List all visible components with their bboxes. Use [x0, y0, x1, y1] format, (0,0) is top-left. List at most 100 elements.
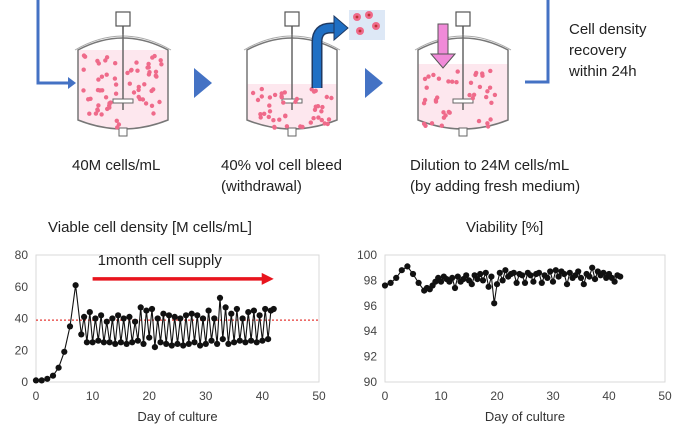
data-point [449, 274, 456, 281]
cell [112, 76, 118, 81]
x-tick-label: 0 [382, 389, 389, 403]
cell [281, 100, 286, 105]
data-point [242, 339, 249, 346]
x-axis-label: Day of culture [137, 409, 217, 424]
x-tick-label: 50 [312, 389, 326, 403]
data-point [225, 340, 232, 347]
step2-caption-line2: (withdrawal) [221, 178, 302, 195]
cell [311, 89, 317, 94]
cell [423, 123, 428, 128]
cell [116, 122, 122, 127]
cell [441, 110, 446, 115]
data-point [160, 310, 167, 317]
withdrawal-arrow [311, 14, 349, 88]
cell [326, 117, 332, 122]
cell [96, 77, 101, 82]
data-point [89, 339, 96, 346]
y-tick-label: 98 [364, 273, 378, 287]
recovery-note-line3: within 24h [569, 63, 637, 80]
drain-valve [287, 127, 297, 137]
data-point [485, 283, 492, 290]
cell [86, 97, 91, 102]
data-point [491, 300, 498, 307]
data-point [216, 294, 224, 301]
cell [467, 92, 472, 98]
cell [450, 79, 455, 84]
cell [151, 111, 156, 116]
data-point [262, 305, 269, 313]
data-point [510, 269, 517, 276]
cell [329, 95, 334, 101]
data-point [561, 270, 568, 278]
cell [488, 68, 493, 74]
cell [149, 103, 155, 109]
recycle-loop-arrow [36, 0, 550, 85]
data-point [191, 339, 198, 346]
plot-area [35, 254, 320, 383]
cell [259, 94, 264, 99]
data-point [137, 304, 144, 311]
cell [99, 74, 105, 79]
data-point [95, 337, 102, 344]
viability-chart: 0 10 20 30 40 50 90 92 94 96 98 100 Day of culture [357, 248, 672, 424]
cell [96, 61, 102, 66]
cell [272, 92, 278, 98]
cell [316, 115, 321, 120]
data-point [205, 307, 212, 314]
cell [284, 124, 290, 129]
viability-chart-title: Viability [%] [466, 219, 544, 236]
x-tick-label: 10 [86, 389, 100, 403]
cell [320, 104, 325, 110]
vessel-wall [77, 37, 169, 130]
data-point [409, 270, 417, 278]
data-point [398, 267, 405, 274]
cell [157, 99, 162, 105]
data-point [78, 331, 85, 338]
data-point [55, 364, 62, 371]
data-point [463, 272, 470, 279]
cell [103, 58, 108, 63]
cell [136, 84, 141, 90]
data-point [86, 309, 93, 316]
cell [113, 91, 119, 96]
data-point [566, 269, 573, 276]
cell [143, 101, 149, 106]
cell [487, 85, 493, 90]
cell [313, 104, 318, 109]
data-point [126, 313, 133, 320]
data-point [66, 323, 74, 330]
plot-area [384, 254, 666, 383]
cell [259, 86, 264, 92]
x-tick-label: 10 [434, 389, 448, 403]
bioreactor-vessel-2 [243, 11, 341, 137]
data-point [256, 312, 263, 319]
x-tick-label: 40 [602, 389, 616, 403]
data-point [219, 336, 226, 343]
data-point [208, 337, 215, 344]
data-point [194, 312, 201, 319]
cell [93, 111, 99, 116]
x-tick-label: 40 [256, 389, 270, 403]
cell [127, 81, 132, 86]
data-point [575, 268, 582, 275]
data-point [250, 307, 257, 314]
data-point [415, 279, 422, 286]
cell [436, 76, 442, 81]
recovery-note-line2: recovery [569, 42, 627, 59]
cell [262, 111, 267, 117]
cell [308, 120, 313, 125]
drain-valve [118, 127, 128, 137]
y-tick-label: 96 [364, 299, 378, 313]
fresh-medium-arrow [429, 23, 457, 69]
data-point [168, 342, 175, 349]
data-point [143, 307, 150, 314]
y-tick-label: 92 [364, 350, 378, 364]
data-point [611, 278, 618, 285]
data-point [132, 318, 139, 325]
data-point [180, 342, 187, 349]
data-point [468, 281, 475, 288]
data-point [513, 279, 520, 286]
data-point [182, 312, 190, 319]
data-point [103, 318, 110, 325]
process-diagram [36, 0, 550, 137]
